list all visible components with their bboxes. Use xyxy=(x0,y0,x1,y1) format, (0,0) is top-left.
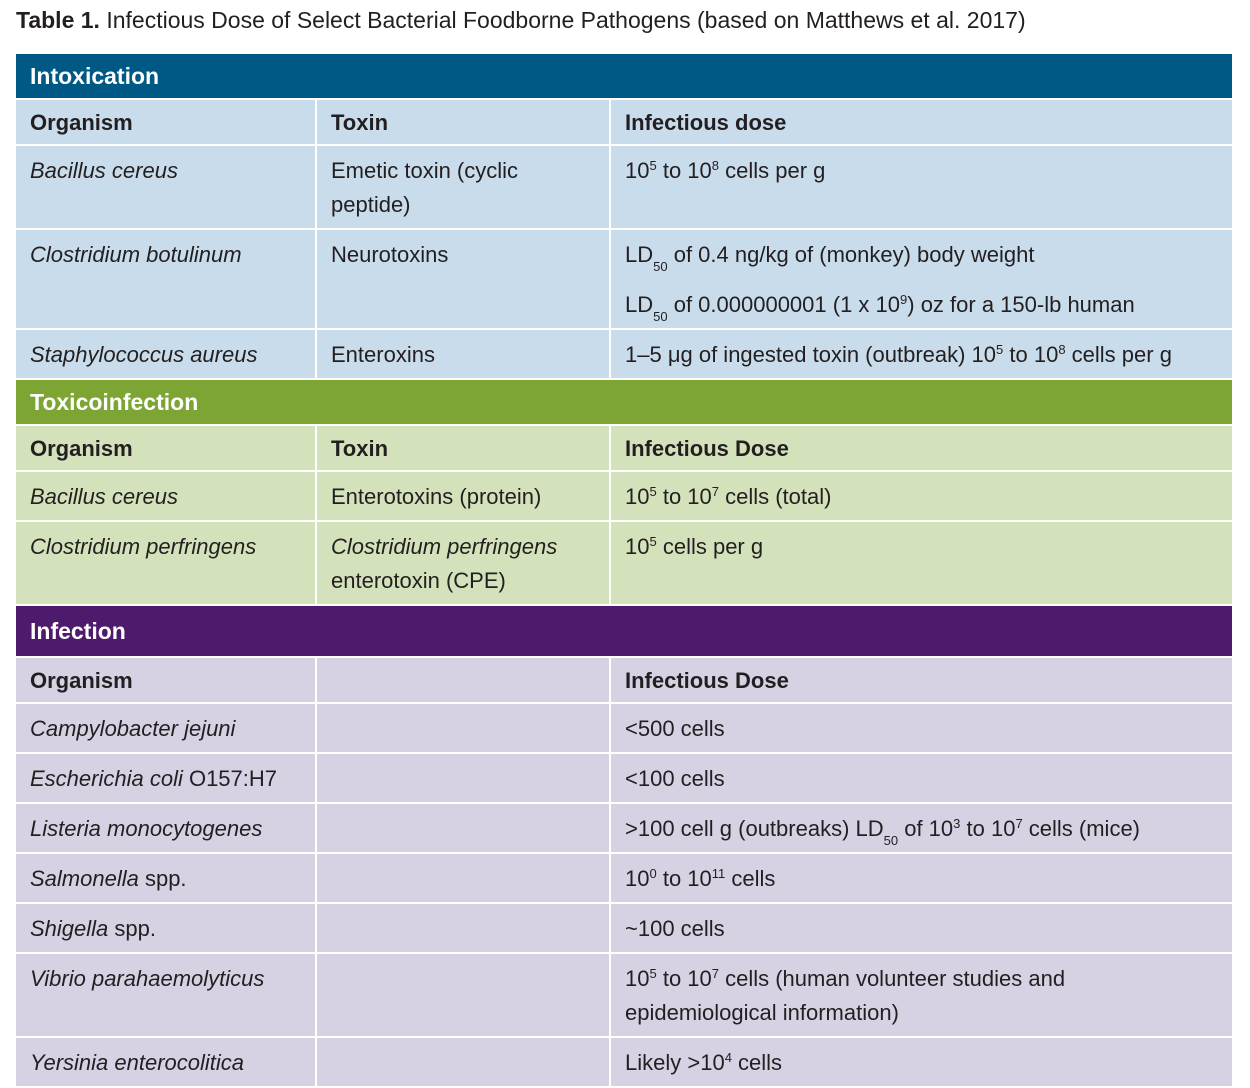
header-dose: Infectious dose xyxy=(610,99,1233,146)
organism-name: Clostridium perfringens xyxy=(30,534,257,559)
organism-name: Shigella spp. xyxy=(16,903,317,954)
header-organism: Organism xyxy=(16,425,317,472)
table-caption: Table 1. Infectious Dose of Select Bacte… xyxy=(16,4,1026,36)
header-organism: Organism xyxy=(16,99,317,146)
toxin-name: Neurotoxins xyxy=(316,229,611,330)
toxin-name: Emetic toxin (cyclic peptide) xyxy=(316,145,611,230)
table-row: Staphylococcus aureus Enteroxins 1–5 μg … xyxy=(16,329,1233,380)
table-row: Yersinia enterocolitica Likely >104 cell… xyxy=(16,1037,1233,1088)
table-row: Bacillus cereus Emetic toxin (cyclic pep… xyxy=(16,145,1233,230)
organism-name: Yersinia enterocolitica xyxy=(30,1050,245,1075)
table-row: Shigella spp. ~100 cells xyxy=(16,903,1233,954)
infectious-dose: 100 to 1011 cells xyxy=(610,853,1233,904)
infectious-dose: 105 cells per g xyxy=(610,521,1233,606)
column-header-row: Organism Infectious Dose xyxy=(16,657,1233,704)
table-row: Bacillus cereus Enterotoxins (protein) 1… xyxy=(16,471,1233,522)
section-title: Toxicoinfection xyxy=(16,379,1233,426)
organism-name: Bacillus cereus xyxy=(30,484,178,509)
organism-name: Clostridium botulinum xyxy=(30,242,242,267)
empty-cell xyxy=(316,703,611,754)
organism-name: Campylobacter jejuni xyxy=(30,716,236,741)
header-toxin: Toxin xyxy=(316,99,611,146)
header-blank xyxy=(316,657,611,704)
infectious-dose: 105 to 107 cells (human volunteer studie… xyxy=(610,953,1233,1038)
section-title: Infection xyxy=(16,605,1233,658)
organism-name: Bacillus cereus xyxy=(30,158,178,183)
organism-name: Vibrio parahaemolyticus xyxy=(30,966,265,991)
infectious-dose: 1–5 μg of ingested toxin (outbreak) 105 … xyxy=(610,329,1233,380)
organism-name: Escherichia coli O157:H7 xyxy=(16,753,317,804)
pathogen-dose-table: Intoxication Organism Toxin Infectious d… xyxy=(16,54,1233,1088)
caption-title: Infectious Dose of Select Bacterial Food… xyxy=(106,7,1026,33)
section-header-intoxication: Intoxication xyxy=(16,54,1233,100)
empty-cell xyxy=(316,853,611,904)
infectious-dose: LD50 of 0.4 ng/kg of (monkey) body weigh… xyxy=(610,229,1233,330)
infectious-dose: Likely >104 cells xyxy=(610,1037,1233,1088)
infectious-dose: 105 to 108 cells per g xyxy=(610,145,1233,230)
organism-name: Staphylococcus aureus xyxy=(30,342,258,367)
infectious-dose: <100 cells xyxy=(610,753,1233,804)
empty-cell xyxy=(316,953,611,1038)
table-row: Clostridium perfringens Clostridium perf… xyxy=(16,521,1233,606)
toxin-name: Enterotoxins (protein) xyxy=(316,471,611,522)
table-row: Escherichia coli O157:H7 <100 cells xyxy=(16,753,1233,804)
table-row: Vibrio parahaemolyticus 105 to 107 cells… xyxy=(16,953,1233,1038)
infectious-dose: ~100 cells xyxy=(610,903,1233,954)
empty-cell xyxy=(316,753,611,804)
infectious-dose: 105 to 107 cells (total) xyxy=(610,471,1233,522)
column-header-row: Organism Toxin Infectious Dose xyxy=(16,425,1233,472)
header-dose: Infectious Dose xyxy=(610,657,1233,704)
organism-name: Listeria monocytogenes xyxy=(30,816,263,841)
toxin-name: Enteroxins xyxy=(316,329,611,380)
caption-label: Table 1. xyxy=(16,7,100,33)
infectious-dose: <500 cells xyxy=(610,703,1233,754)
table-row: Clostridium botulinum Neurotoxins LD50 o… xyxy=(16,229,1233,330)
toxin-name: Clostridium perfringens enterotoxin (CPE) xyxy=(316,521,611,606)
header-organism: Organism xyxy=(16,657,317,704)
table-row: Campylobacter jejuni <500 cells xyxy=(16,703,1233,754)
column-header-row: Organism Toxin Infectious dose xyxy=(16,99,1233,146)
header-toxin: Toxin xyxy=(316,425,611,472)
organism-name: Salmonella spp. xyxy=(16,853,317,904)
section-header-infection: Infection xyxy=(16,605,1233,658)
empty-cell xyxy=(316,803,611,854)
empty-cell xyxy=(316,1037,611,1088)
infectious-dose: >100 cell g (outbreaks) LD50 of 103 to 1… xyxy=(610,803,1233,854)
header-dose: Infectious Dose xyxy=(610,425,1233,472)
section-title: Intoxication xyxy=(16,54,1233,100)
empty-cell xyxy=(316,903,611,954)
table-row: Salmonella spp. 100 to 1011 cells xyxy=(16,853,1233,904)
section-header-toxicoinfection: Toxicoinfection xyxy=(16,379,1233,426)
table-row: Listeria monocytogenes >100 cell g (outb… xyxy=(16,803,1233,854)
